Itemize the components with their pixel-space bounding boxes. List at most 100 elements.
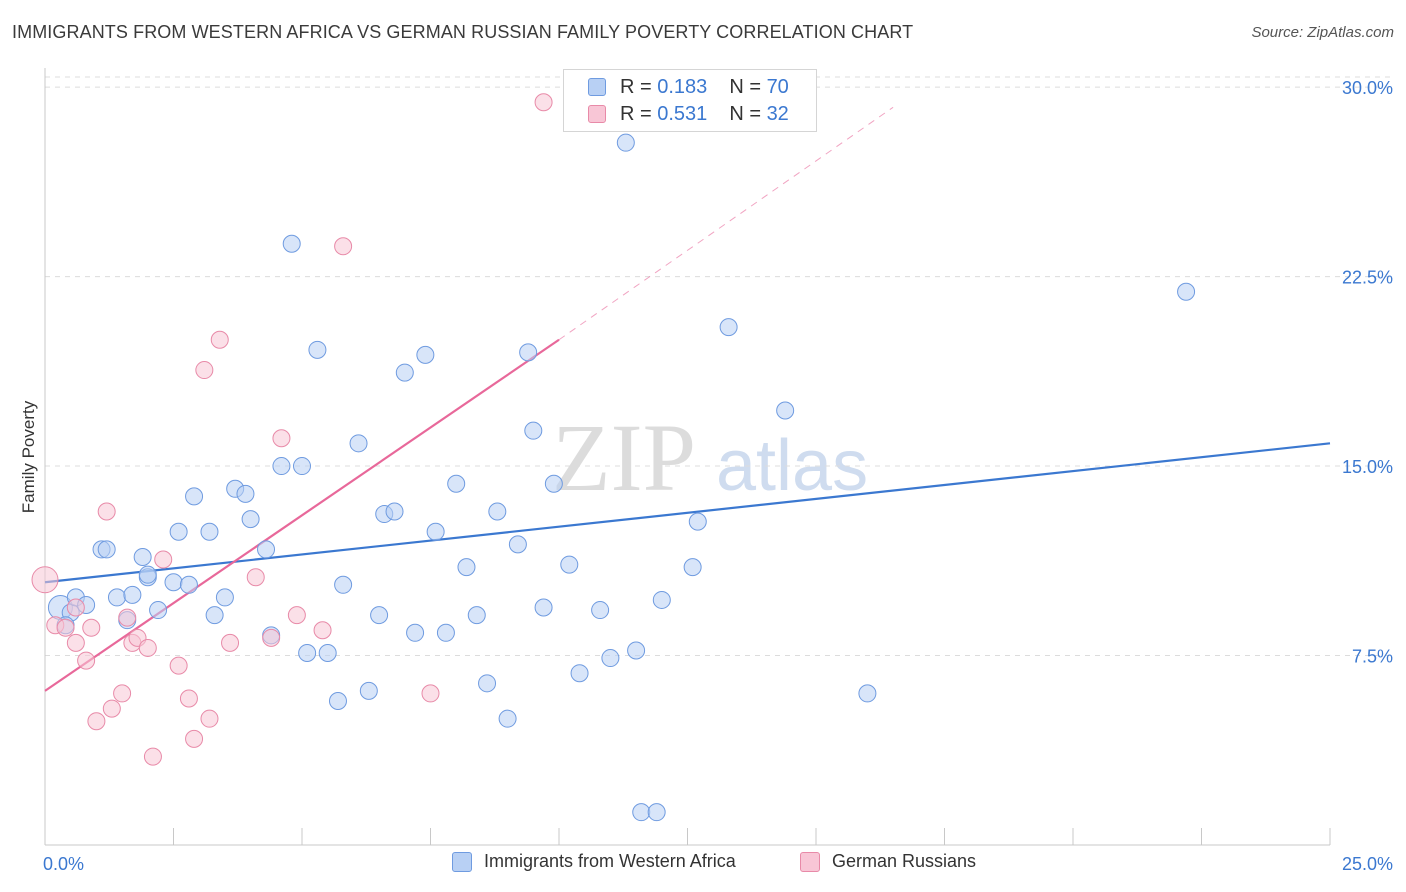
point-western-africa [395, 363, 414, 382]
point-german-russians [200, 709, 219, 728]
point-western-africa [107, 588, 126, 607]
point-western-africa [616, 133, 635, 152]
point-western-africa [544, 474, 563, 493]
legend-label-german-russians: German Russians [832, 851, 977, 871]
point-german-russians [210, 330, 229, 349]
point-western-africa [349, 434, 368, 453]
point-western-africa [215, 588, 234, 607]
legend-row-german-russians: R = 0.531 N = 32 [588, 102, 789, 126]
point-german-russians [113, 684, 132, 703]
n-label: N = [729, 75, 761, 98]
watermark-atlas: atlas [716, 426, 868, 506]
point-german-russians [313, 621, 332, 640]
legend-item-western-africa: Immigrants from Western Africa [452, 851, 736, 872]
point-western-africa [688, 512, 707, 531]
trend-line-extension-german-russians [558, 106, 894, 341]
point-german-russians [221, 633, 240, 652]
point-western-africa [719, 318, 738, 337]
point-western-africa [570, 664, 589, 683]
point-western-africa [488, 502, 507, 521]
point-western-africa [123, 585, 142, 604]
point-western-africa [1177, 282, 1196, 301]
y-axis-label: Family Poverty [19, 400, 38, 513]
tick-labels: 7.5% 15.0% 22.5% 30.0% 0.0% 25.0% [43, 78, 1393, 874]
r-label: R = [620, 75, 652, 98]
point-western-africa [652, 590, 671, 609]
point-german-russians [82, 618, 101, 637]
point-western-africa [416, 345, 435, 364]
point-german-russians [102, 699, 121, 718]
r-value-german-russians: 0.531 [657, 102, 708, 125]
point-western-africa [236, 484, 255, 503]
point-german-russians [77, 651, 96, 670]
point-german-russians [272, 429, 291, 448]
point-western-africa [406, 623, 425, 642]
point-western-africa [370, 606, 389, 625]
point-western-africa [149, 601, 168, 620]
point-western-africa [467, 606, 486, 625]
point-western-africa [385, 502, 404, 521]
point-western-africa [241, 510, 260, 529]
point-western-africa [293, 457, 311, 476]
point-german-russians [97, 502, 116, 521]
axes [44, 68, 1331, 846]
point-western-africa [185, 487, 204, 506]
point-german-russians [421, 684, 440, 703]
y-tick-label: 22.5% [1342, 268, 1393, 288]
point-western-africa [601, 649, 620, 668]
point-western-africa [282, 234, 301, 253]
point-german-russians [143, 747, 162, 766]
watermark: ZIP atlas [552, 404, 868, 511]
point-western-africa [205, 606, 224, 625]
point-western-africa [560, 555, 579, 574]
point-western-africa [478, 674, 497, 693]
point-western-africa [627, 641, 646, 660]
point-western-africa [97, 540, 116, 559]
point-western-africa [133, 548, 152, 566]
point-german-russians [185, 729, 204, 748]
legend-row-western-africa: R = 0.183 N = 70 [588, 75, 789, 99]
trend-line-western-africa [44, 442, 1331, 584]
point-western-africa [359, 681, 378, 700]
point-german-russians [534, 93, 553, 112]
point-german-russians [118, 608, 137, 627]
n-value-western-africa: 70 [766, 75, 789, 98]
y-tick-label: 15.0% [1342, 457, 1393, 477]
point-german-russians [154, 550, 173, 569]
legend-swatch-western-africa [452, 851, 472, 872]
source-label: Source: ZipAtlas.com [1251, 24, 1394, 41]
point-western-africa [308, 340, 327, 359]
point-german-russians [87, 712, 106, 731]
point-german-russians [66, 598, 85, 617]
point-western-africa [519, 343, 538, 362]
point-western-africa [508, 535, 527, 554]
point-western-africa [647, 803, 666, 822]
point-western-africa [436, 623, 455, 642]
point-german-russians [246, 568, 265, 587]
point-german-russians [56, 618, 75, 637]
point-western-africa [498, 709, 517, 728]
point-western-africa [179, 575, 198, 594]
point-western-africa [164, 573, 183, 592]
point-western-africa [272, 457, 291, 476]
n-label: N = [729, 102, 761, 125]
point-western-africa [632, 803, 651, 822]
data-points [31, 93, 1196, 822]
x-tick-label: 0.0% [43, 854, 84, 874]
legend-label-western-africa: Immigrants from Western Africa [484, 851, 736, 871]
point-western-africa [200, 522, 219, 541]
legend-swatch-german-russians [588, 105, 606, 123]
point-western-africa [426, 522, 445, 541]
point-western-africa [683, 558, 702, 577]
point-german-russians [334, 237, 353, 256]
point-western-africa [447, 474, 466, 493]
chart-title: IMMIGRANTS FROM WESTERN AFRICA VS GERMAN… [12, 22, 914, 42]
point-western-africa [298, 644, 317, 662]
point-german-russians [179, 689, 198, 708]
correlation-legend: R = 0.183 N = 70 R = 0.531 N = 32 [563, 69, 817, 132]
legend-swatch-western-africa [588, 78, 606, 96]
r-value-western-africa: 0.183 [657, 75, 708, 98]
trend-line-german-russians [44, 338, 560, 692]
legend-swatch-german-russians [800, 851, 820, 872]
